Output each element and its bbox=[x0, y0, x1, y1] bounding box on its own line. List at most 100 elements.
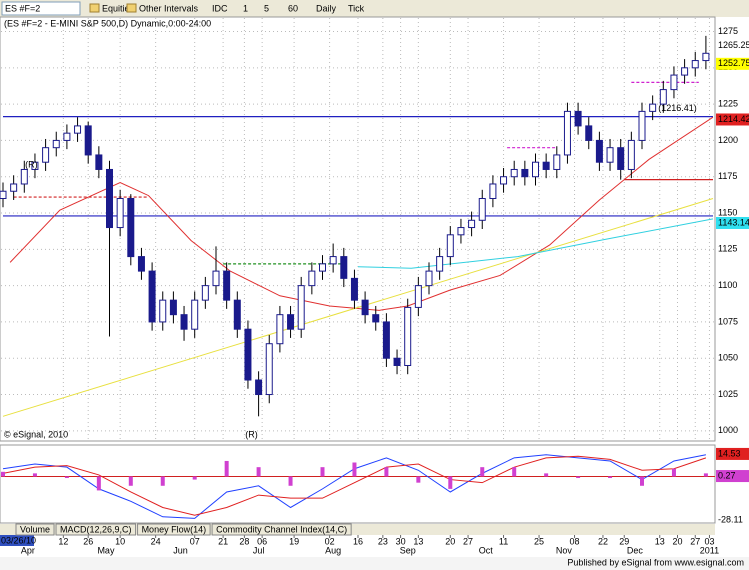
histogram-bar bbox=[288, 476, 293, 486]
candle-body bbox=[606, 147, 614, 163]
y-tick-label: 1175 bbox=[718, 171, 737, 181]
toolbar-button[interactable]: Other Intervals bbox=[139, 3, 199, 13]
symbol-input[interactable]: ES #F=2 bbox=[5, 3, 40, 13]
toolbar-button[interactable]: 1 bbox=[243, 3, 248, 13]
histogram-bar bbox=[320, 467, 325, 477]
x-tick-label: 10 bbox=[115, 536, 125, 546]
candle-body bbox=[329, 256, 337, 265]
y-tick-label: 1125 bbox=[718, 244, 737, 254]
toolbar-button[interactable]: Equities bbox=[102, 3, 135, 13]
x-tick-label: 19 bbox=[289, 536, 299, 546]
candle-body bbox=[468, 219, 476, 229]
x-month-label: Sep bbox=[400, 545, 416, 555]
x-tick-label: 28 bbox=[239, 536, 249, 546]
price-tag-box bbox=[716, 514, 749, 527]
candle-body bbox=[457, 227, 465, 236]
start-date: 03/26/10 bbox=[1, 535, 36, 545]
x-tick-label: 20 bbox=[445, 536, 455, 546]
histogram-bar bbox=[480, 467, 485, 477]
annotation: (R) bbox=[245, 430, 258, 440]
toolbar-button[interactable]: Tick bbox=[348, 3, 365, 13]
y-tick-label: 1050 bbox=[718, 353, 738, 363]
tab-frame[interactable] bbox=[211, 523, 352, 536]
candle-body bbox=[95, 154, 103, 170]
x-tick-label: 20 bbox=[672, 536, 682, 546]
x-month-label: Apr bbox=[21, 545, 35, 555]
y-tick-label: 1000 bbox=[718, 425, 738, 435]
histogram-bar bbox=[224, 460, 229, 477]
candle-body bbox=[201, 285, 209, 301]
candle-body bbox=[308, 270, 316, 287]
x-month-label: Jun bbox=[173, 545, 188, 555]
candle-body bbox=[436, 256, 444, 272]
toolbar-button[interactable]: 5 bbox=[264, 3, 269, 13]
tab-frame[interactable] bbox=[15, 523, 55, 536]
histogram-bar bbox=[512, 467, 517, 477]
x-tick-label: 16 bbox=[353, 536, 363, 546]
price-tag: 0.27 bbox=[718, 470, 736, 480]
indicator-tab[interactable]: Volume bbox=[20, 524, 50, 534]
candle-body bbox=[521, 168, 529, 178]
histogram-bar bbox=[32, 473, 37, 477]
price-tag-box bbox=[716, 216, 749, 229]
folder-icon bbox=[89, 3, 100, 13]
x-tick-label: 06 bbox=[257, 536, 267, 546]
toolbar-button[interactable]: Daily bbox=[316, 3, 337, 13]
histogram-bar bbox=[64, 476, 69, 479]
candle-body bbox=[340, 256, 348, 279]
histogram-bar bbox=[1, 471, 5, 477]
y-tick-label: 1275 bbox=[718, 26, 738, 36]
x-tick-label: 12 bbox=[58, 536, 68, 546]
histogram-bar bbox=[416, 476, 421, 483]
candle-body bbox=[137, 256, 145, 272]
folder-icon bbox=[126, 3, 137, 13]
x-month-label: Dec bbox=[627, 545, 644, 555]
x-month-label: Jul bbox=[253, 545, 265, 555]
candle-body bbox=[414, 285, 422, 308]
x-tick-label: 24 bbox=[151, 536, 161, 546]
candle-body bbox=[393, 357, 401, 366]
toolbar-button[interactable]: IDC bbox=[212, 3, 228, 13]
candle-body bbox=[169, 299, 177, 316]
candle-body bbox=[10, 183, 18, 192]
price-pane bbox=[0, 16, 716, 442]
footer-bar bbox=[0, 557, 749, 570]
indicator-tab[interactable]: MACD(12,26,9,C) bbox=[60, 524, 132, 534]
y-tick-label: 1100 bbox=[718, 280, 737, 290]
histogram-bar bbox=[576, 476, 581, 479]
toolbar-button[interactable]: 60 bbox=[288, 3, 298, 13]
histogram-bar bbox=[352, 462, 357, 477]
candle-body bbox=[63, 132, 71, 141]
x-tick-label: 30 bbox=[396, 536, 406, 546]
x-month-label: May bbox=[97, 545, 115, 555]
candle-body bbox=[681, 67, 689, 76]
histogram-bar bbox=[192, 476, 197, 480]
histogram-bar bbox=[128, 476, 133, 486]
candle-body bbox=[127, 198, 135, 258]
price-tag-box bbox=[716, 470, 749, 483]
y-tick-label: 1075 bbox=[718, 316, 738, 326]
price-tag-box bbox=[716, 57, 749, 70]
indicator-tab[interactable]: Commodity Channel Index(14,C) bbox=[216, 524, 347, 534]
candle-body bbox=[702, 52, 710, 62]
candle-body bbox=[319, 263, 326, 272]
tab-frame[interactable] bbox=[137, 523, 211, 536]
histogram-bar bbox=[640, 476, 644, 486]
price-tag-box bbox=[716, 113, 749, 126]
histogram-bar bbox=[96, 476, 101, 491]
price-tag-box bbox=[716, 39, 749, 52]
candle-body bbox=[116, 198, 124, 229]
indicator-tab[interactable]: Money Flow(14) bbox=[142, 524, 207, 534]
candle-body bbox=[585, 125, 593, 141]
symbol-box[interactable] bbox=[1, 1, 81, 16]
price-tag: 14.53 bbox=[718, 448, 741, 458]
y-tick-label: 1225 bbox=[718, 98, 738, 108]
candle-body bbox=[372, 314, 380, 323]
price-tag: 1143.14 bbox=[718, 217, 749, 227]
candle-body bbox=[159, 299, 167, 323]
annotation: (R) bbox=[25, 159, 38, 169]
x-tick-label: 29 bbox=[619, 536, 629, 546]
price-tag-box bbox=[716, 447, 749, 460]
tab-frame[interactable] bbox=[55, 523, 137, 536]
